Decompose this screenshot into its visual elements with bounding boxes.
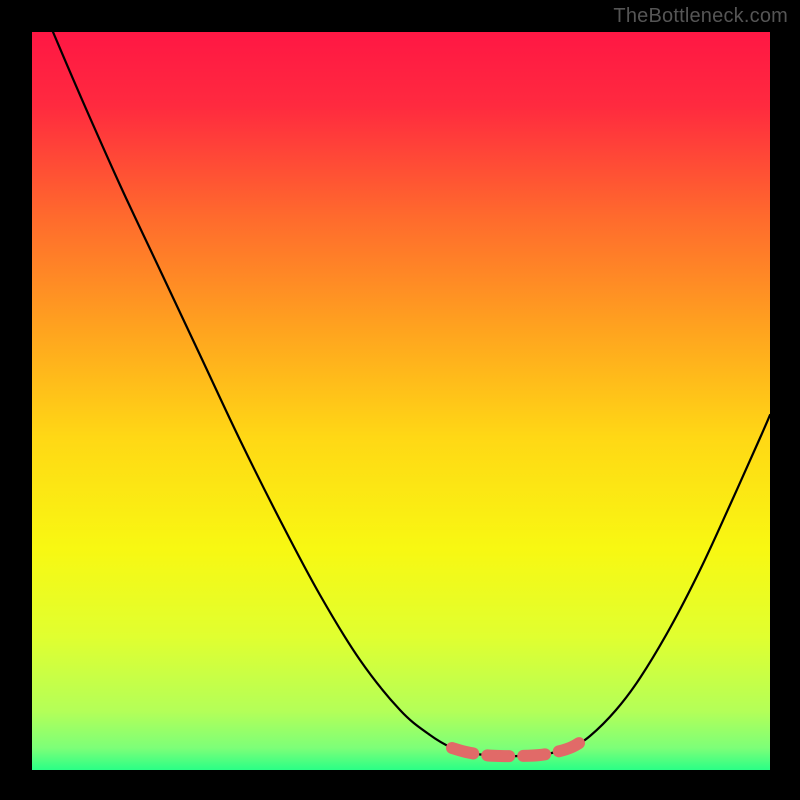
watermark-text: TheBottleneck.com	[613, 5, 788, 28]
gradient-plot-background	[32, 32, 770, 770]
bottleneck-curve-chart: TheBottleneck.com	[0, 0, 800, 800]
chart-svg	[0, 0, 800, 800]
